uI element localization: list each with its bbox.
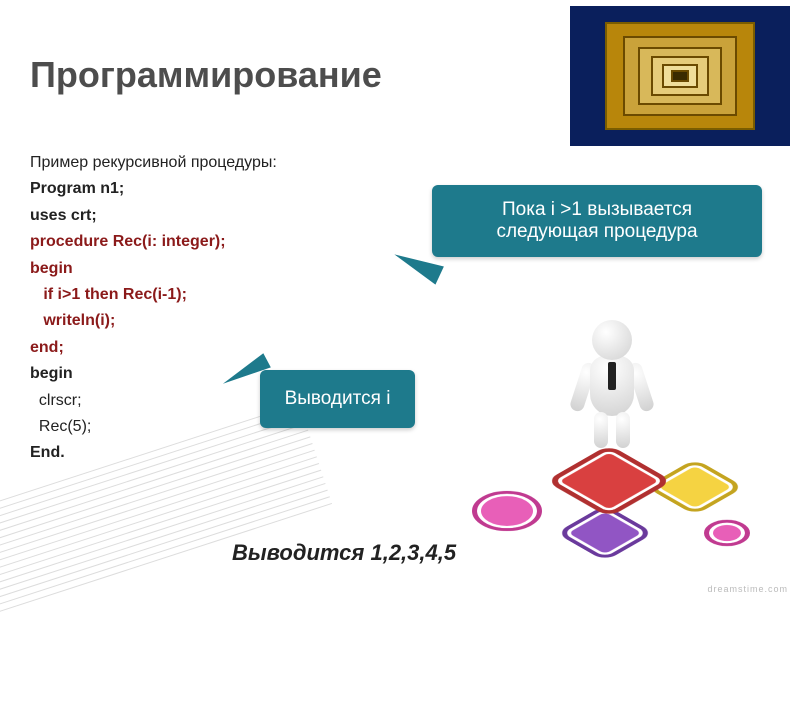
- watermark: dreamstime.com: [707, 584, 788, 594]
- code-line: writeln(i);: [30, 308, 277, 334]
- code-line: Пример рекурсивной процедуры:: [30, 150, 277, 176]
- person-icon: [572, 320, 652, 460]
- code-line: Rec(5);: [30, 414, 277, 440]
- recursive-frame-image: [570, 6, 790, 146]
- code-line: end;: [30, 335, 277, 361]
- page-title: Программирование: [30, 54, 382, 96]
- tile-pink-icon: [472, 491, 542, 531]
- callout-text: следующая процедура: [454, 221, 740, 243]
- output-text: Выводится 1,2,3,4,5: [232, 540, 456, 566]
- code-line: clrscr;: [30, 388, 277, 414]
- callout-output-i: Выводится i: [260, 370, 415, 428]
- callout-text: Выводится i: [285, 388, 391, 409]
- callout-text: Пока i >1 вызывается: [454, 199, 740, 221]
- code-line: procedure Rec(i: integer);: [30, 229, 277, 255]
- code-line: Program n1;: [30, 176, 277, 202]
- callout-while: Пока i >1 вызывается следующая процедура: [432, 185, 762, 257]
- code-block: Пример рекурсивной процедуры: Program n1…: [30, 150, 277, 467]
- code-line: End.: [30, 440, 277, 466]
- code-line: begin: [30, 256, 277, 282]
- person-on-tiles-illustration: [452, 320, 772, 560]
- tile-pink-icon: [704, 520, 750, 546]
- code-line: if i>1 then Rec(i-1);: [30, 282, 277, 308]
- code-line: uses crt;: [30, 203, 277, 229]
